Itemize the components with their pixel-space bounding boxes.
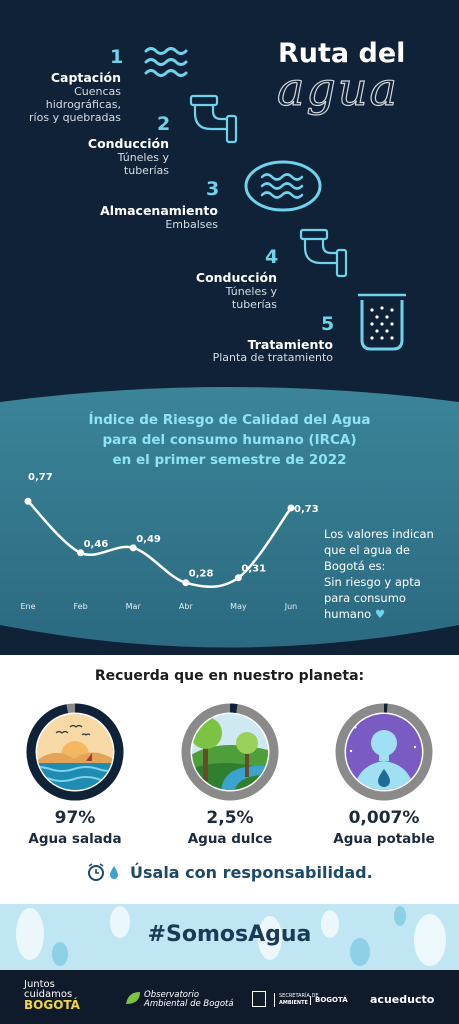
slogan-text: Úsala con responsabilidad.: [130, 862, 373, 882]
step-subtitle: Embalses: [165, 218, 218, 231]
step-subtitle: Planta de tratamiento: [212, 351, 333, 364]
hashtag-text: #SomosAgua: [147, 922, 312, 947]
pipe-icon: [189, 94, 238, 144]
logo-acueducto: acueducto: [370, 993, 435, 1006]
chart-background: [0, 387, 459, 648]
logo-observatorio: Observatorio Ambiental de Bogotá: [144, 990, 234, 1009]
step-subtitle: Túneles y tuberías: [225, 285, 277, 311]
percent-label: Agua salada: [28, 831, 122, 847]
x-tick-label: Feb: [74, 602, 88, 611]
pipe-icon: [299, 228, 348, 278]
shield-icon: [252, 991, 266, 1007]
data-label: 0,31: [241, 564, 266, 575]
data-point: [77, 549, 85, 557]
percent-label: Agua dulce: [187, 831, 273, 847]
x-tick-label: Ene: [20, 602, 35, 611]
x-tick-label: Mar: [126, 602, 142, 611]
percent-label: Agua potable: [333, 831, 435, 847]
waves-icon: [144, 47, 188, 77]
logo-bogota: BOGOTÁ: [310, 996, 348, 1005]
data-point: [24, 497, 32, 505]
step-title: Conducción: [195, 270, 277, 285]
page-title-line2: agua: [276, 61, 399, 116]
step-number: 2: [157, 113, 171, 135]
step-title: Almacenamiento: [100, 203, 218, 218]
data-point: [129, 544, 137, 552]
irca-line-chart: 0,77 Ene 0,46 Feb 0,49 Mar 0,28 Abr 0,31 May 0,73 J…: [20, 472, 319, 611]
footer-logos: [0, 970, 459, 1024]
step-number: 4: [265, 246, 279, 268]
step-title: Tratamiento: [247, 337, 333, 352]
step-subtitle: Túneles y tuberías: [117, 151, 169, 177]
x-tick-label: Jun: [284, 602, 298, 611]
step-title: Captación: [50, 70, 121, 85]
person-drop-icon: [335, 703, 433, 801]
step-title: Conducción: [87, 136, 169, 151]
step-number: 3: [206, 178, 220, 200]
data-label: 0,28: [189, 569, 214, 580]
x-tick-label: May: [230, 602, 247, 611]
hashtag-band: [0, 904, 459, 970]
data-label: 0,46: [84, 539, 109, 550]
step-number: 1: [110, 46, 124, 68]
data-label: 0,77: [28, 472, 53, 483]
percent-value: 0,007%: [348, 808, 420, 828]
series-line: [27, 500, 292, 589]
data-label: 0,49: [136, 534, 161, 545]
treatment-tank-icon: [358, 293, 406, 351]
route-section: [0, 0, 459, 400]
x-tick-label: Abr: [179, 602, 194, 611]
step-number: 5: [321, 313, 335, 335]
reservoir-icon: [244, 160, 322, 212]
leaf-icon: [126, 992, 140, 1004]
logo-juntos-cuidamos-bogota: Juntos cuidamos BOGOTÁ: [24, 979, 80, 1012]
page-title-line1: Ruta del: [278, 38, 406, 69]
data-point: [234, 574, 242, 582]
slogan-row: Úsala con responsabilidad.: [86, 862, 386, 882]
data-point: [182, 579, 190, 587]
data-point: [287, 504, 295, 512]
data-label: 0,73: [294, 504, 319, 515]
river-forest-icon: [181, 703, 279, 801]
percent-value: 2,5%: [206, 808, 254, 828]
chart-note: Los valores indican que el agua de Bogot…: [324, 527, 434, 621]
alarm-clock-icon: [88, 863, 118, 881]
chart-title: Índice de Riesgo de Calidad del Agua par…: [88, 412, 371, 468]
planet-heading: Recuerda que en nuestro planeta:: [94, 668, 365, 684]
percent-value: 97%: [54, 808, 96, 828]
logo-secretaria-ambiente: SECRETARÍA DE AMBIENTE: [274, 993, 319, 1007]
sea-icon: [26, 703, 124, 801]
step-subtitle: Cuencas hidrográficas, ríos y quebradas: [29, 85, 121, 124]
heart-icon: ♥: [374, 607, 386, 621]
